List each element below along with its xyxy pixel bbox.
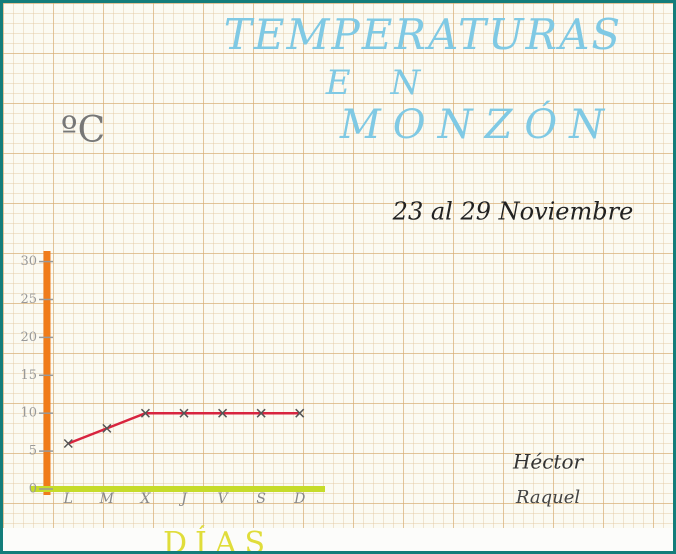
chart: TEMPERATURAS EN MONZÓN ºC 23 al 29 Novie… bbox=[3, 10, 673, 551]
chart-title: MONZÓN bbox=[339, 101, 616, 148]
x-axis-label: DÍAS bbox=[163, 525, 273, 551]
bottom-strip bbox=[3, 528, 673, 551]
line bbox=[67, 411, 300, 445]
y-tick-label: 15 bbox=[20, 368, 37, 383]
point-marker bbox=[63, 438, 73, 449]
point-marker bbox=[295, 408, 305, 418]
x-tick-label: X bbox=[139, 491, 151, 507]
y-tick-label: 25 bbox=[20, 292, 37, 307]
x-tick-label: L bbox=[63, 491, 73, 507]
chart-title: EN bbox=[325, 63, 461, 103]
x-tick-label: D bbox=[293, 491, 305, 507]
author: Héctor bbox=[512, 450, 585, 474]
chart-title: TEMPERATURAS bbox=[224, 10, 622, 59]
y-tick-label: 10 bbox=[20, 406, 37, 421]
y-tick-label: 5 bbox=[29, 444, 37, 459]
y-axis-label: ºC bbox=[61, 110, 105, 151]
y-tick-label: 20 bbox=[20, 330, 37, 345]
x-tick-label: J bbox=[178, 491, 188, 507]
chart-subtitle: 23 al 29 Noviembre bbox=[392, 198, 634, 226]
y-tick-label: 30 bbox=[20, 254, 37, 269]
point-marker bbox=[218, 408, 228, 418]
author: Raquel bbox=[515, 487, 580, 508]
point-marker bbox=[256, 408, 266, 418]
point-marker bbox=[179, 408, 189, 418]
point-marker bbox=[102, 423, 112, 433]
point-marker bbox=[140, 408, 150, 418]
x-tick-label: S bbox=[256, 491, 266, 507]
y-tick-label: 0 bbox=[29, 482, 37, 497]
x-tick-label: M bbox=[99, 491, 115, 507]
x-tick-label: V bbox=[218, 491, 230, 507]
